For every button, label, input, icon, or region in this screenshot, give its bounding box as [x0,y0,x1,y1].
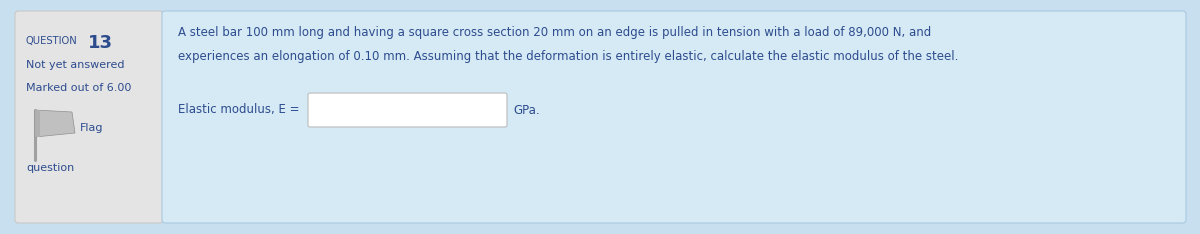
Text: A steel bar 100 mm long and having a square cross section 20 mm on an edge is pu: A steel bar 100 mm long and having a squ… [178,26,931,39]
FancyBboxPatch shape [162,11,1186,223]
Text: Not yet answered: Not yet answered [26,60,125,70]
FancyBboxPatch shape [14,11,163,223]
Text: experiences an elongation of 0.10 mm. Assuming that the deformation is entirely : experiences an elongation of 0.10 mm. As… [178,50,959,63]
Text: question: question [26,163,74,173]
Polygon shape [35,110,40,137]
Polygon shape [35,110,74,137]
Text: QUESTION: QUESTION [26,36,78,46]
Text: Marked out of 6.00: Marked out of 6.00 [26,83,131,93]
Text: GPa.: GPa. [514,103,540,117]
Text: 13: 13 [88,34,113,52]
Text: Elastic modulus, E =: Elastic modulus, E = [178,103,300,117]
FancyBboxPatch shape [308,93,508,127]
Text: Flag: Flag [80,123,103,133]
